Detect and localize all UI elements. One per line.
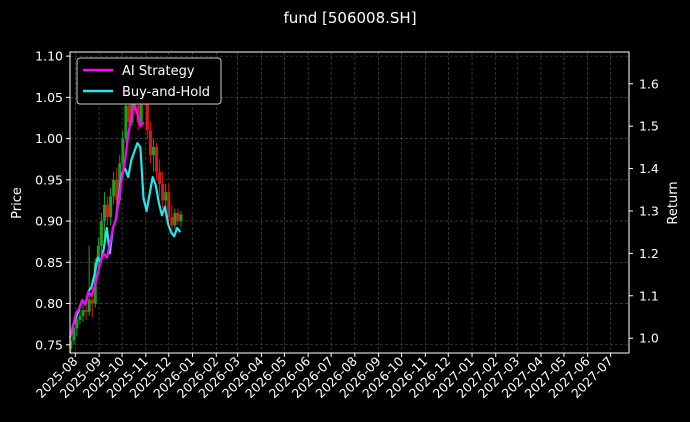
candle-up bbox=[81, 310, 85, 316]
legend-buy-and-hold-label: Buy-and-Hold bbox=[122, 85, 210, 100]
right-tick-label: 1.0 bbox=[639, 331, 659, 346]
legend-ai-strategy-label: AI Strategy bbox=[122, 64, 195, 79]
candle-up bbox=[151, 146, 155, 156]
candle-up bbox=[87, 299, 91, 312]
candle-up bbox=[99, 221, 103, 246]
right-tick-label: 1.6 bbox=[639, 76, 659, 91]
candle-up bbox=[164, 192, 168, 201]
candle-down bbox=[127, 105, 131, 123]
left-tick-label: 0.90 bbox=[35, 214, 63, 229]
candle-up bbox=[109, 196, 113, 217]
left-tick-label: 0.85 bbox=[35, 255, 63, 270]
right-tick-label: 1.4 bbox=[639, 161, 659, 176]
candle-up bbox=[102, 204, 106, 222]
candle-up bbox=[121, 138, 125, 164]
candle-down bbox=[170, 216, 174, 226]
legend: AI Strategy Buy-and-Hold bbox=[76, 57, 222, 105]
right-tick-label: 1.3 bbox=[639, 203, 659, 218]
candle-up bbox=[130, 89, 134, 123]
candle-down bbox=[161, 183, 165, 201]
plot-frame bbox=[69, 51, 630, 354]
chart-title: fund [506008.SH] bbox=[283, 9, 416, 27]
candle-down bbox=[84, 310, 88, 312]
right-axis-label: Return bbox=[666, 181, 681, 224]
right-tick-label: 1.2 bbox=[639, 246, 659, 261]
left-tick-label: 0.95 bbox=[35, 172, 63, 187]
candle-up bbox=[72, 328, 76, 341]
candle-up bbox=[124, 105, 128, 139]
candle-up bbox=[75, 320, 79, 329]
candle-down bbox=[90, 299, 94, 304]
candle-up bbox=[96, 245, 100, 263]
candle-up bbox=[112, 179, 116, 197]
candle-down bbox=[155, 146, 159, 172]
left-tick-label: 1.00 bbox=[35, 131, 63, 146]
ai-strategy-line bbox=[68, 103, 145, 339]
candle-up bbox=[69, 340, 73, 349]
candle-up bbox=[173, 212, 177, 226]
return-lines bbox=[68, 103, 182, 339]
right-tick-label: 1.1 bbox=[639, 288, 659, 303]
candle-down bbox=[176, 212, 180, 222]
candle-down bbox=[158, 171, 162, 184]
left-tick-label: 0.75 bbox=[35, 337, 63, 352]
candle-down bbox=[106, 204, 110, 217]
left-tick-label: 0.80 bbox=[35, 296, 63, 311]
left-tick-label: 1.10 bbox=[35, 49, 63, 64]
candle-down bbox=[148, 130, 152, 156]
candle-down bbox=[167, 192, 171, 217]
candle-down bbox=[145, 97, 149, 131]
right-tick-label: 1.5 bbox=[639, 119, 659, 134]
candle-down bbox=[115, 179, 119, 201]
left-tick-label: 1.05 bbox=[35, 90, 63, 105]
left-axis-label: Price bbox=[10, 187, 25, 219]
candle-up bbox=[78, 315, 82, 321]
candle-up bbox=[179, 214, 183, 222]
